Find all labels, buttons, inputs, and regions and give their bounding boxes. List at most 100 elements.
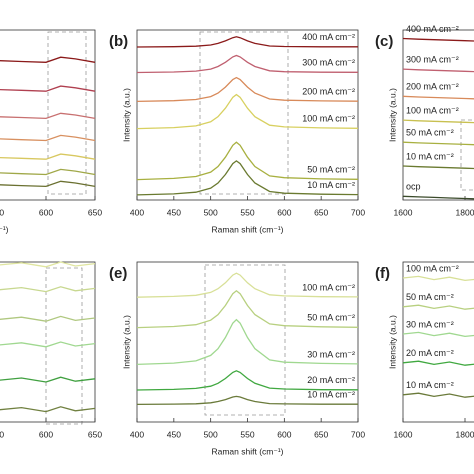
plot-frame xyxy=(402,261,474,423)
series-label: 400 mA cm⁻² xyxy=(406,24,459,34)
series-label: 200 mA cm⁻² xyxy=(302,87,355,97)
x-tick-label: 600 xyxy=(277,207,291,217)
series-label: 10 mA cm⁻² xyxy=(406,151,454,161)
x-tick-label: 450 xyxy=(167,429,181,439)
x-tick-label: 600 xyxy=(277,429,291,439)
series-label: 400 mA cm⁻² xyxy=(302,32,355,42)
spectrum-line xyxy=(136,318,359,366)
spectrum-line xyxy=(0,376,96,383)
spectrum-line xyxy=(0,406,96,413)
x-tick-label: 1800 xyxy=(456,429,474,439)
y-axis-label: Intensity (a.u.) xyxy=(121,88,131,142)
x-tick-label: 550 xyxy=(240,207,254,217)
spectrum-line xyxy=(0,85,96,92)
x-tick-label: 650 xyxy=(314,207,328,217)
spectrum-line xyxy=(402,141,474,146)
x-tick-label: 1800 xyxy=(456,207,474,217)
spectrum-line xyxy=(136,395,358,406)
x-tick-label: 650 xyxy=(88,207,102,217)
highlight-box xyxy=(460,119,474,191)
x-tick-label: 550 xyxy=(0,429,4,439)
series-label: 30 mA cm⁻² xyxy=(406,319,454,329)
x-tick-label: 550 xyxy=(0,207,4,217)
spectrum-line xyxy=(0,315,96,322)
x-axis-label: Raman shift (cm⁻¹) xyxy=(0,224,9,234)
spectrum-line xyxy=(0,286,96,293)
spectrum-line xyxy=(402,392,474,398)
y-axis-label: Intensity (a.u.) xyxy=(387,88,397,142)
series-label: 100 mA cm⁻² xyxy=(302,114,355,124)
x-tick-label: 1600 xyxy=(394,429,413,439)
series-label: 10 mA cm⁻² xyxy=(307,390,355,400)
spectrum-line xyxy=(0,180,96,188)
spectrum-line xyxy=(136,76,359,103)
y-axis-label: Intensity (a.u.) xyxy=(387,315,397,369)
x-tick-label: 700 xyxy=(351,429,365,439)
series-label: 300 mA cm⁻² xyxy=(302,58,355,68)
spectrum-line xyxy=(402,360,474,366)
spectrum-line xyxy=(402,195,474,200)
series-label: 100 mA cm⁻² xyxy=(406,263,459,273)
spectrum-line xyxy=(402,275,474,282)
series-label: 20 mA cm⁻² xyxy=(406,348,454,358)
x-tick-label: 700 xyxy=(351,207,365,217)
series-label: 300 mA cm⁻² xyxy=(406,54,459,64)
spectrum-line xyxy=(0,134,96,142)
plot-frame xyxy=(0,261,96,423)
spectrum-line xyxy=(136,54,359,74)
x-tick-label: 1600 xyxy=(394,207,413,217)
spectrum-line xyxy=(402,165,474,170)
spectrum-line xyxy=(0,112,96,120)
series-label: 50 mA cm⁻² xyxy=(406,292,454,302)
spectrum-line xyxy=(136,370,359,391)
spectrum-line xyxy=(136,36,358,48)
x-tick-label: 600 xyxy=(39,429,53,439)
spectrum-line xyxy=(0,168,96,176)
x-tick-label: 400 xyxy=(130,207,144,217)
x-tick-label: 650 xyxy=(88,429,102,439)
x-tick-label: 550 xyxy=(240,429,254,439)
spectrum-line xyxy=(0,341,96,348)
plot-frame xyxy=(0,29,96,201)
spectrum-line xyxy=(402,95,474,100)
series-label: 20 mA cm⁻² xyxy=(307,375,355,385)
series-label: 50 mA cm⁻² xyxy=(406,128,454,138)
highlight-box xyxy=(47,31,87,195)
x-axis-label: Raman shift (cm⁻¹) xyxy=(211,224,283,234)
series-label: 200 mA cm⁻² xyxy=(406,82,459,92)
series-label: 50 mA cm⁻² xyxy=(307,165,355,175)
spectrum-line xyxy=(136,272,359,298)
spectrum-line xyxy=(402,119,474,124)
spectrum-line xyxy=(0,56,96,63)
spectrum-line xyxy=(0,261,96,268)
x-axis-label: Raman shift (cm⁻¹) xyxy=(211,446,283,456)
x-tick-label: 500 xyxy=(204,429,218,439)
spectrum-line xyxy=(136,289,359,329)
series-label: 10 mA cm⁻² xyxy=(307,180,355,190)
series-label: 100 mA cm⁻² xyxy=(302,282,355,292)
y-axis-label: Intensity (a.u.) xyxy=(121,315,131,369)
series-label: 30 mA cm⁻² xyxy=(307,349,355,359)
spectrum-line xyxy=(402,37,474,42)
series-label: 100 mA cm⁻² xyxy=(406,105,459,115)
spectrum-line xyxy=(402,304,474,310)
spectrum-line xyxy=(136,160,359,196)
highlight-box xyxy=(45,267,83,425)
x-tick-label: 450 xyxy=(167,207,181,217)
panel-label: (f) xyxy=(375,265,390,282)
panel-label: (e) xyxy=(109,265,127,282)
x-tick-label: 500 xyxy=(204,207,218,217)
highlight-box xyxy=(204,264,286,416)
x-tick-label: 400 xyxy=(130,429,144,439)
series-label: ocp xyxy=(406,182,421,192)
spectrum-line xyxy=(136,141,359,181)
series-label: 10 mA cm⁻² xyxy=(406,380,454,390)
spectrum-line xyxy=(136,93,359,130)
spectrum-line xyxy=(0,153,96,160)
spectrum-line xyxy=(402,68,474,73)
spectrum-line xyxy=(402,331,474,338)
panel-label: (b) xyxy=(109,33,128,50)
panel-label: (c) xyxy=(375,33,393,50)
highlight-box xyxy=(199,31,289,195)
